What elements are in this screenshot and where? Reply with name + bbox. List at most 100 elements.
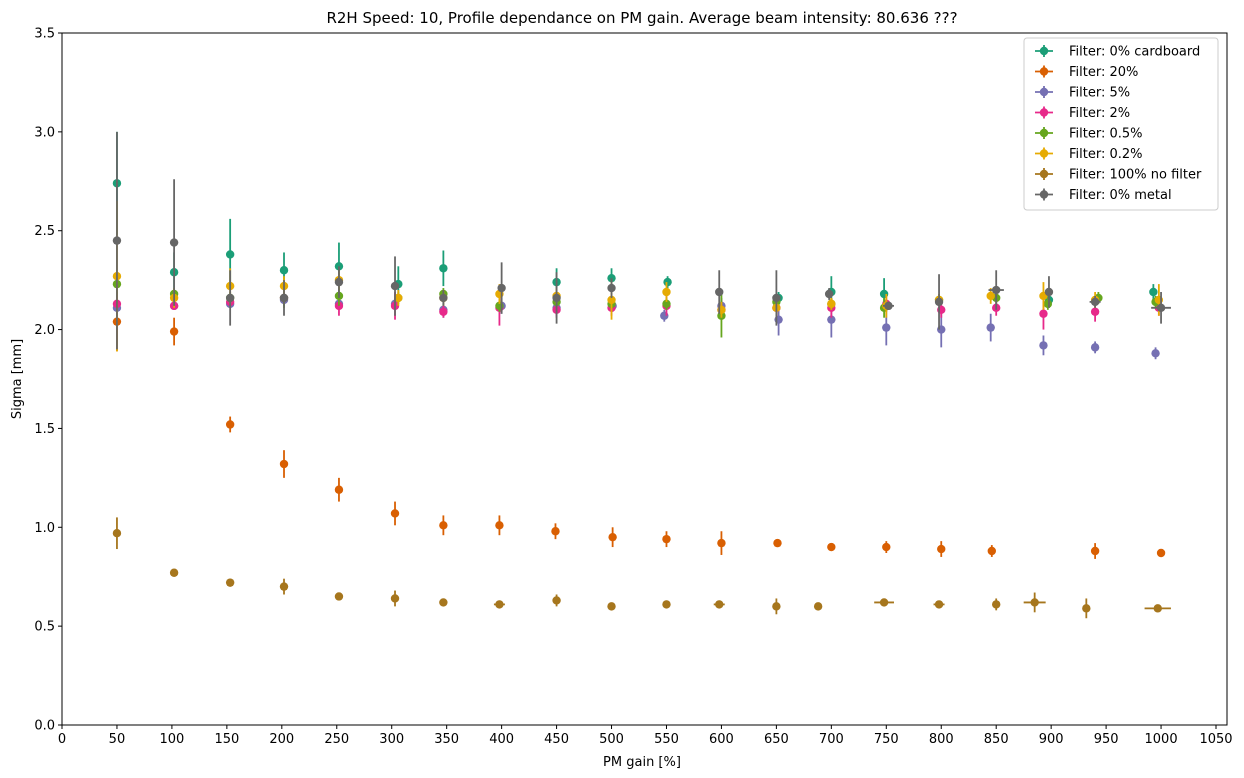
data-point <box>439 521 448 530</box>
data-point <box>1039 341 1048 350</box>
x-tick-label: 450 <box>544 732 569 747</box>
data-point <box>1156 548 1166 558</box>
data-point <box>225 293 235 303</box>
data-point <box>1090 307 1100 316</box>
data-point <box>390 509 400 518</box>
data-point <box>169 327 179 336</box>
data-point <box>662 287 671 297</box>
plot-area <box>112 131 1171 619</box>
legend-marker <box>1039 46 1049 56</box>
x-tick-label: 350 <box>434 732 459 747</box>
x-tick-label: 800 <box>929 732 954 747</box>
x-tick-label: 1050 <box>1199 732 1232 747</box>
data-point <box>607 283 616 293</box>
data-point <box>937 544 946 554</box>
legend-label: Filter: 100% no filter <box>1069 168 1202 183</box>
plot-frame <box>61 32 1228 726</box>
data-point <box>934 600 944 609</box>
data-point <box>934 297 944 307</box>
x-tick-label: 200 <box>269 732 294 747</box>
y-axis-label: Sigma [mm] <box>10 339 25 419</box>
x-tick-label: 750 <box>874 732 899 747</box>
data-point <box>334 592 344 601</box>
x-tick-label: 550 <box>654 732 679 747</box>
x-tick-label: 650 <box>764 732 789 747</box>
data-point <box>772 293 781 303</box>
data-point <box>772 602 781 611</box>
data-point <box>827 299 836 309</box>
legend: Filter: 0% cardboard Filter: 20% Filter: 5… <box>1023 37 1219 211</box>
data-point <box>1039 309 1048 318</box>
data-point <box>551 527 560 536</box>
data-point <box>1090 343 1100 352</box>
data-point <box>495 521 504 530</box>
data-point <box>882 323 891 332</box>
data-point <box>112 529 122 538</box>
legend-label: Filter: 0.5% <box>1069 127 1143 142</box>
data-point <box>1156 303 1166 313</box>
data-point <box>663 277 672 287</box>
x-tick-label: 100 <box>159 732 184 747</box>
data-point <box>1149 287 1158 297</box>
x-tick-label: 400 <box>489 732 514 747</box>
data-point <box>1153 604 1162 613</box>
data-point <box>662 299 671 309</box>
data-point <box>552 293 561 303</box>
data-point <box>439 293 448 303</box>
data-point <box>987 546 997 556</box>
data-point <box>608 532 617 542</box>
legend-label: Filter: 0.2% <box>1069 147 1143 162</box>
data-point <box>439 307 448 316</box>
data-point <box>169 238 179 247</box>
data-point <box>279 293 289 303</box>
data-point <box>390 594 400 603</box>
data-point <box>279 582 289 591</box>
series-6 <box>112 517 1171 619</box>
series-1 <box>112 292 1166 559</box>
data-point <box>991 600 1001 609</box>
data-point <box>439 264 448 273</box>
legend-frame <box>1023 37 1219 211</box>
data-point <box>715 287 724 297</box>
legend-marker <box>1039 87 1049 97</box>
series-4 <box>112 274 1160 338</box>
data-point <box>986 291 995 301</box>
data-point <box>662 534 671 544</box>
series-3 <box>112 290 1164 330</box>
legend-marker <box>1039 149 1049 158</box>
data-point <box>827 315 836 324</box>
legend-marker <box>1039 67 1049 76</box>
data-point <box>607 295 616 305</box>
y-tick-label: 1.5 <box>34 422 55 437</box>
y-tick-label: 1.0 <box>34 521 55 536</box>
x-tick-label: 850 <box>984 732 1009 747</box>
data-point <box>334 277 344 287</box>
data-point <box>607 602 616 611</box>
series-2 <box>112 293 1160 360</box>
data-point <box>225 578 235 587</box>
legend-marker <box>1039 169 1049 179</box>
legend-label: Filter: 2% <box>1069 106 1130 121</box>
data-point <box>1090 297 1100 307</box>
legend-label: Filter: 5% <box>1069 86 1130 101</box>
series-7 <box>112 131 1171 350</box>
legend-label: Filter: 0% cardboard <box>1069 45 1200 60</box>
data-point <box>715 600 724 609</box>
x-tick-label: 900 <box>1039 732 1064 747</box>
data-point <box>1030 598 1039 607</box>
y-tick-label: 2.5 <box>34 224 55 239</box>
y-axis: 0.0 0.5 1.0 1.5 2.0 2.5 3.0 3.5 <box>34 27 62 734</box>
series-5 <box>112 201 1164 352</box>
data-point <box>225 250 235 259</box>
x-tick-label: 500 <box>599 732 624 747</box>
data-point <box>439 598 448 607</box>
data-point <box>279 266 289 275</box>
x-tick-label: 600 <box>709 732 734 747</box>
data-point <box>813 602 823 611</box>
y-tick-label: 3.0 <box>34 125 55 140</box>
x-tick-label: 0 <box>58 732 66 747</box>
legend-label: Filter: 0% metal <box>1069 188 1172 203</box>
data-point <box>882 542 891 552</box>
data-point <box>824 289 834 299</box>
series-0 <box>112 131 1158 310</box>
